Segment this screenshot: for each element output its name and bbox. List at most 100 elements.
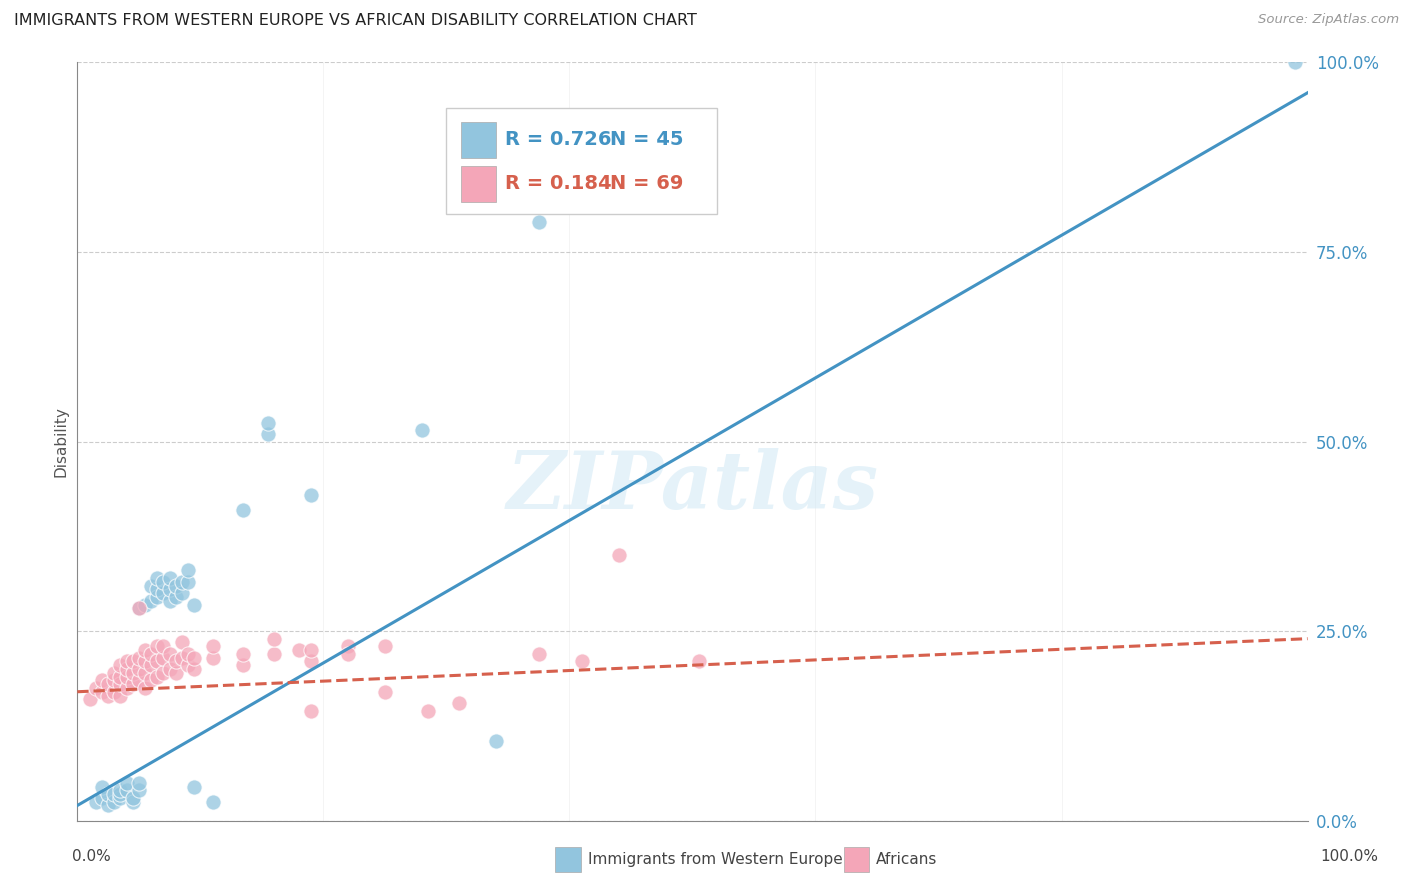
Text: R = 0.726: R = 0.726	[506, 129, 612, 149]
Point	[128, 662, 150, 676]
Point	[110, 783, 132, 797]
Point	[152, 639, 174, 653]
Point	[165, 665, 187, 680]
Point	[141, 594, 163, 608]
Point	[183, 662, 205, 676]
Point	[288, 643, 311, 657]
Point	[201, 650, 224, 665]
Point	[571, 655, 593, 669]
Point	[159, 582, 181, 597]
Point	[79, 692, 101, 706]
Point	[115, 669, 138, 683]
Point	[110, 658, 132, 673]
Point	[141, 658, 163, 673]
Point	[411, 423, 433, 437]
Point	[121, 665, 143, 680]
Point	[115, 776, 138, 790]
Text: Africans: Africans	[876, 853, 938, 867]
Point	[90, 685, 114, 699]
Point	[97, 787, 120, 801]
Point	[121, 655, 143, 669]
Point	[110, 669, 132, 683]
Point	[146, 669, 169, 683]
Point	[165, 655, 187, 669]
Point	[110, 787, 132, 801]
Point	[337, 639, 360, 653]
Point	[128, 601, 150, 615]
Point	[299, 655, 322, 669]
Point	[159, 662, 181, 676]
Point	[170, 650, 193, 665]
Point	[146, 639, 169, 653]
Point	[134, 665, 156, 680]
Text: Source: ZipAtlas.com: Source: ZipAtlas.com	[1258, 13, 1399, 27]
Point	[110, 791, 132, 805]
Point	[128, 776, 150, 790]
Point	[134, 598, 156, 612]
Point	[121, 791, 143, 805]
Point	[416, 704, 439, 718]
Point	[177, 564, 200, 578]
Point	[177, 574, 200, 589]
Point	[232, 647, 254, 661]
Point	[128, 650, 150, 665]
Point	[263, 632, 285, 646]
Point	[170, 635, 193, 649]
Text: 0.0%: 0.0%	[72, 849, 111, 863]
Point	[183, 598, 205, 612]
Text: R = 0.184: R = 0.184	[506, 174, 612, 194]
Text: N = 45: N = 45	[610, 129, 683, 149]
Point	[232, 658, 254, 673]
Point	[232, 503, 254, 517]
Point	[146, 571, 169, 585]
Point	[165, 590, 187, 604]
Point	[152, 574, 174, 589]
Point	[84, 681, 107, 695]
Point	[103, 673, 125, 688]
Point	[159, 647, 181, 661]
Point	[146, 655, 169, 669]
Point	[115, 662, 138, 676]
Text: N = 69: N = 69	[610, 174, 683, 194]
Point	[152, 586, 174, 600]
Point	[128, 673, 150, 688]
Point	[110, 689, 132, 703]
Point	[527, 647, 550, 661]
Point	[299, 704, 322, 718]
Point	[299, 643, 322, 657]
Point	[90, 780, 114, 794]
Point	[141, 647, 163, 661]
Point	[128, 601, 150, 615]
Point	[97, 677, 120, 691]
Point	[177, 658, 200, 673]
Text: ZIPatlas: ZIPatlas	[506, 449, 879, 525]
Text: IMMIGRANTS FROM WESTERN EUROPE VS AFRICAN DISABILITY CORRELATION CHART: IMMIGRANTS FROM WESTERN EUROPE VS AFRICA…	[14, 13, 697, 29]
Point	[134, 681, 156, 695]
Point	[159, 594, 181, 608]
Point	[121, 795, 143, 809]
Point	[159, 571, 181, 585]
Point	[257, 427, 280, 442]
Point	[447, 696, 470, 710]
Point	[97, 689, 120, 703]
Point	[90, 791, 114, 805]
Point	[152, 665, 174, 680]
Point	[121, 677, 143, 691]
Point	[103, 665, 125, 680]
Point	[485, 734, 508, 748]
FancyBboxPatch shape	[447, 108, 717, 214]
Point	[183, 650, 205, 665]
Point	[183, 780, 205, 794]
Point	[90, 673, 114, 688]
FancyBboxPatch shape	[461, 121, 496, 158]
Point	[152, 650, 174, 665]
Point	[374, 685, 396, 699]
Text: Immigrants from Western Europe: Immigrants from Western Europe	[588, 853, 842, 867]
Point	[134, 643, 156, 657]
Point	[115, 655, 138, 669]
Point	[1284, 55, 1306, 70]
Point	[170, 574, 193, 589]
Point	[128, 783, 150, 797]
Point	[110, 677, 132, 691]
Point	[527, 214, 550, 228]
